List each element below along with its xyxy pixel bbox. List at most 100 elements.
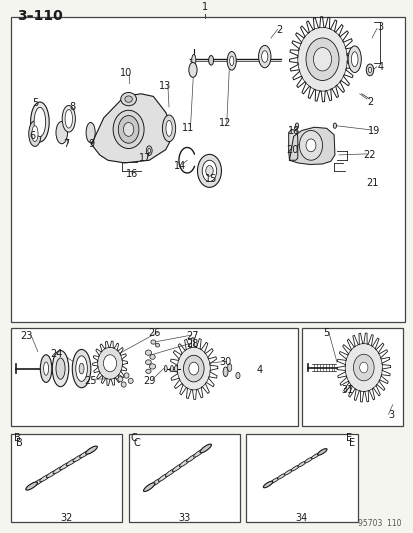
Ellipse shape xyxy=(146,146,152,156)
Ellipse shape xyxy=(121,382,126,387)
Text: 31: 31 xyxy=(340,385,353,395)
Text: 1: 1 xyxy=(202,2,207,12)
Bar xyxy=(301,328,402,426)
Text: 9: 9 xyxy=(88,139,94,149)
Circle shape xyxy=(297,27,347,91)
Ellipse shape xyxy=(72,350,90,387)
Ellipse shape xyxy=(197,155,221,187)
Text: 29: 29 xyxy=(143,376,155,386)
Text: 8: 8 xyxy=(70,102,76,112)
Circle shape xyxy=(183,356,204,382)
Ellipse shape xyxy=(46,471,57,478)
Polygon shape xyxy=(288,130,297,160)
Ellipse shape xyxy=(258,45,270,68)
Ellipse shape xyxy=(351,52,357,67)
Ellipse shape xyxy=(229,56,233,66)
Circle shape xyxy=(188,362,198,375)
Text: 30: 30 xyxy=(219,357,231,367)
Ellipse shape xyxy=(191,54,195,66)
Ellipse shape xyxy=(66,458,77,466)
Ellipse shape xyxy=(174,366,177,372)
Ellipse shape xyxy=(277,473,285,479)
Bar xyxy=(11,434,122,522)
Ellipse shape xyxy=(151,479,161,486)
Ellipse shape xyxy=(179,459,189,467)
Text: C: C xyxy=(133,438,140,448)
Ellipse shape xyxy=(317,449,325,455)
Ellipse shape xyxy=(270,478,278,483)
Text: 17: 17 xyxy=(139,152,151,163)
Text: E: E xyxy=(345,433,351,443)
Ellipse shape xyxy=(227,364,231,372)
Ellipse shape xyxy=(223,367,228,377)
Ellipse shape xyxy=(79,450,90,458)
Text: 16: 16 xyxy=(126,168,138,179)
Circle shape xyxy=(299,131,322,160)
Ellipse shape xyxy=(150,354,155,359)
Ellipse shape xyxy=(304,457,312,463)
Ellipse shape xyxy=(40,474,50,482)
Circle shape xyxy=(353,354,373,381)
Ellipse shape xyxy=(166,120,172,136)
Ellipse shape xyxy=(172,464,182,472)
Ellipse shape xyxy=(149,364,155,369)
Ellipse shape xyxy=(85,446,97,454)
Ellipse shape xyxy=(144,483,154,491)
Ellipse shape xyxy=(73,455,83,462)
Circle shape xyxy=(103,355,116,372)
Ellipse shape xyxy=(32,126,38,142)
Ellipse shape xyxy=(86,123,95,143)
Ellipse shape xyxy=(366,64,373,76)
Ellipse shape xyxy=(52,351,69,386)
Ellipse shape xyxy=(227,52,236,70)
Text: 95703  110: 95703 110 xyxy=(357,519,401,528)
Ellipse shape xyxy=(113,110,144,149)
Text: 21: 21 xyxy=(365,177,377,188)
Text: 3: 3 xyxy=(388,410,394,421)
Text: 19: 19 xyxy=(367,126,379,136)
Polygon shape xyxy=(91,94,173,163)
Ellipse shape xyxy=(199,444,211,453)
Ellipse shape xyxy=(311,453,319,459)
Text: 3–110: 3–110 xyxy=(17,9,63,23)
Ellipse shape xyxy=(164,366,167,372)
Ellipse shape xyxy=(118,116,139,143)
Circle shape xyxy=(344,344,382,391)
Ellipse shape xyxy=(170,366,173,372)
Ellipse shape xyxy=(124,373,129,378)
Ellipse shape xyxy=(143,483,154,491)
Circle shape xyxy=(177,348,210,390)
Text: 2: 2 xyxy=(366,97,372,107)
Text: 28: 28 xyxy=(186,338,198,349)
Circle shape xyxy=(305,139,315,152)
Text: 5: 5 xyxy=(322,328,328,338)
Ellipse shape xyxy=(43,362,48,375)
Bar xyxy=(246,434,357,522)
Text: 24: 24 xyxy=(50,349,62,359)
Ellipse shape xyxy=(193,449,203,457)
Ellipse shape xyxy=(205,166,213,176)
Circle shape xyxy=(313,47,331,71)
Ellipse shape xyxy=(26,482,37,490)
Text: 11: 11 xyxy=(182,123,194,133)
Ellipse shape xyxy=(128,378,133,383)
Ellipse shape xyxy=(235,373,240,378)
Circle shape xyxy=(305,38,338,80)
Ellipse shape xyxy=(186,454,196,462)
Text: 27: 27 xyxy=(186,330,198,341)
Polygon shape xyxy=(289,127,334,165)
Ellipse shape xyxy=(162,115,175,142)
Ellipse shape xyxy=(263,481,272,488)
Ellipse shape xyxy=(284,470,292,475)
Ellipse shape xyxy=(165,469,175,477)
Text: 14: 14 xyxy=(173,160,186,171)
Ellipse shape xyxy=(33,479,43,486)
Ellipse shape xyxy=(200,445,210,453)
Ellipse shape xyxy=(40,355,52,382)
Ellipse shape xyxy=(261,51,267,62)
Circle shape xyxy=(359,362,367,373)
Bar xyxy=(11,328,297,426)
Text: B: B xyxy=(17,438,23,448)
Ellipse shape xyxy=(26,482,38,490)
Text: 5: 5 xyxy=(32,98,38,108)
